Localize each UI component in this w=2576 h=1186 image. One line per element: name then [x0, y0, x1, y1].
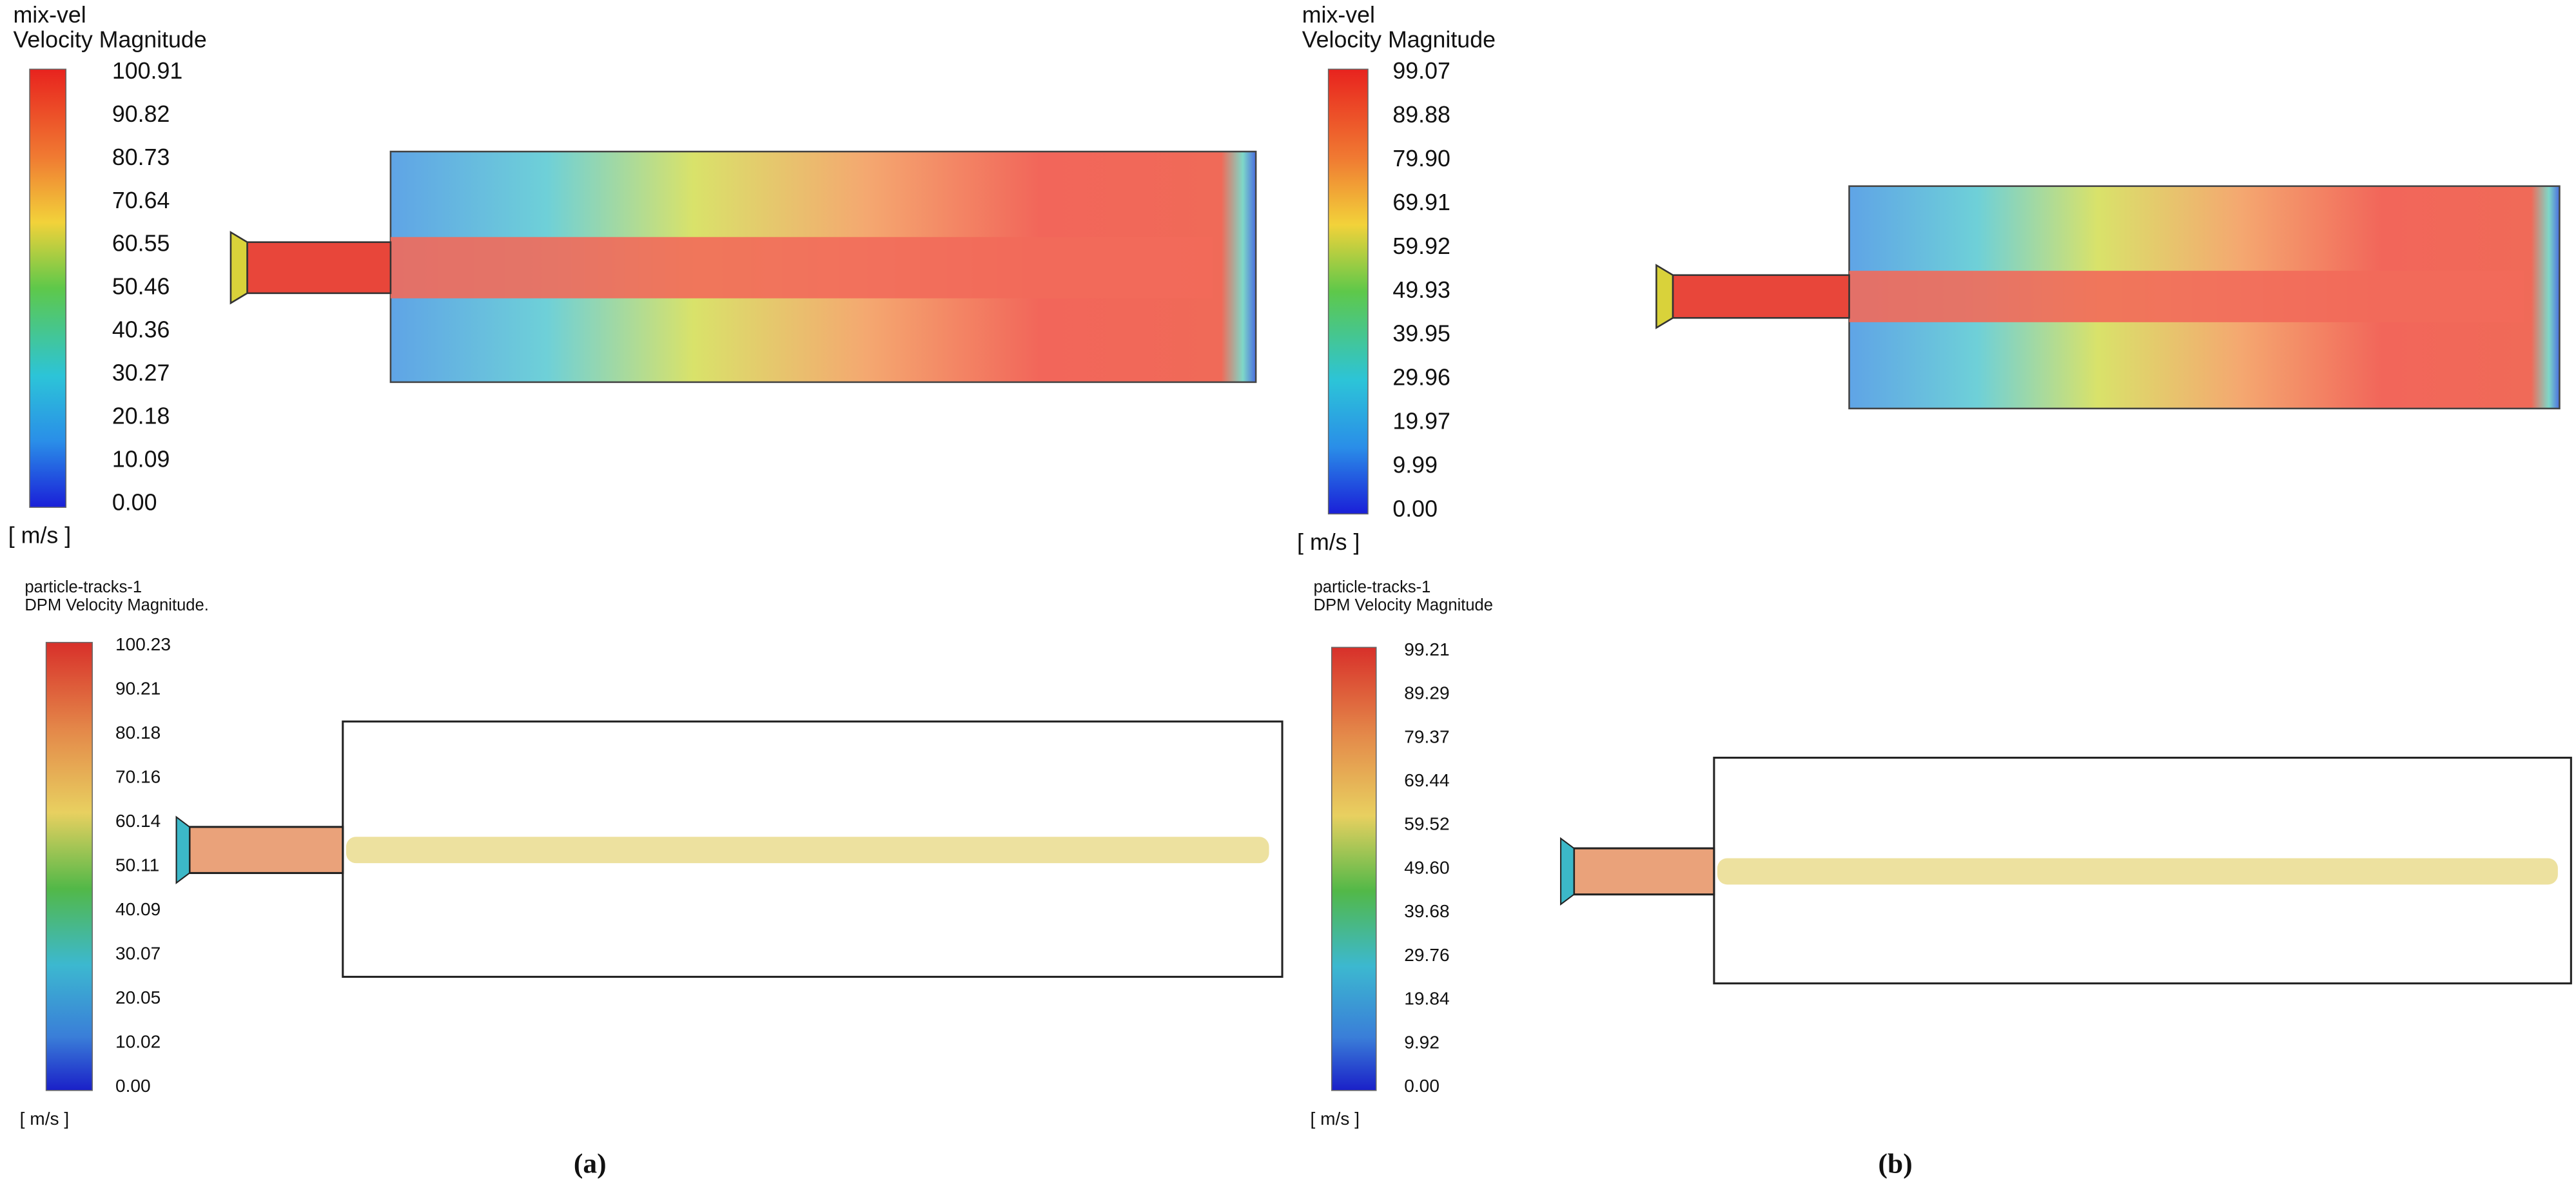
inlet-pipe	[1573, 847, 1715, 896]
scale-label: 69.91	[1392, 190, 1450, 215]
scale-label: 90.82	[112, 101, 170, 127]
legend-subtitle: DPM Velocity Magnitude	[1314, 596, 1493, 614]
scale-label: 10.02	[115, 1032, 161, 1052]
inlet-pipe	[246, 241, 392, 295]
scale-label: 9.99	[1392, 452, 1438, 478]
legend-subtitle: Velocity Magnitude	[1302, 26, 1496, 52]
particle-track	[346, 837, 1269, 864]
inlet-pipe	[1672, 274, 1850, 319]
legend-title: particle-tracks-1	[24, 578, 142, 596]
jet-core	[1849, 271, 2524, 322]
scale-label: 59.52	[1404, 814, 1449, 834]
particle-track	[1717, 858, 2558, 885]
jet-core	[390, 237, 1213, 298]
bell-mouth	[175, 815, 191, 884]
color-bar	[45, 641, 93, 1091]
scale-label: 69.44	[1404, 770, 1449, 790]
inlet-pipe	[188, 826, 344, 874]
scale-label: 9.92	[1404, 1032, 1439, 1052]
unit-label: [ m/s ]	[8, 523, 71, 549]
scale-label: 90.21	[115, 679, 161, 699]
color-bar	[1331, 646, 1377, 1091]
unit-label: [ m/s ]	[1297, 529, 1360, 555]
bell-mouth	[229, 231, 248, 305]
scale-label: 0.00	[115, 1076, 151, 1096]
scale-label: 100.91	[112, 58, 182, 84]
scale-label: 79.90	[1392, 146, 1450, 171]
scale-label: 60.14	[115, 811, 161, 831]
scale-label: 0.00	[112, 489, 157, 515]
scale-label: 40.36	[112, 317, 170, 343]
scale-label: 70.64	[112, 188, 170, 213]
scale-label: 30.07	[115, 944, 161, 964]
scale-label: 80.18	[115, 723, 161, 743]
scale-label: 19.84	[1404, 989, 1449, 1009]
scale-label: 89.88	[1392, 102, 1450, 128]
scale-label: 29.96	[1392, 365, 1450, 391]
scale-label: 99.07	[1392, 58, 1450, 84]
scale-label: 20.18	[112, 403, 170, 429]
scale-label: 29.76	[1404, 945, 1449, 965]
bell-mouth	[1560, 837, 1575, 906]
scale-label: 40.09	[115, 899, 161, 919]
scale-label: 10.09	[112, 447, 170, 472]
legend-title: mix-vel	[13, 2, 86, 28]
legend-title: particle-tracks-1	[1314, 578, 1431, 596]
legend-subtitle: DPM Velocity Magnitude.	[24, 596, 208, 614]
scale-label: 39.95	[1392, 321, 1450, 347]
scale-label: 30.27	[112, 360, 170, 386]
scale-label: 99.21	[1404, 639, 1449, 659]
scale-label: 60.55	[112, 231, 170, 257]
legend-subtitle: Velocity Magnitude	[13, 26, 206, 52]
scale-label: 80.73	[112, 144, 170, 170]
scale-label: 49.93	[1392, 277, 1450, 303]
scale-label: 39.68	[1404, 901, 1449, 921]
legend-title: mix-vel	[1302, 2, 1375, 28]
caption: (b)	[1878, 1148, 1913, 1179]
scale-label: 70.16	[115, 767, 161, 787]
unit-label: [ m/s ]	[1311, 1109, 1360, 1129]
color-bar	[29, 68, 67, 508]
scale-label: 79.37	[1404, 726, 1449, 746]
scale-label: 49.60	[1404, 857, 1449, 877]
scale-label: 50.11	[115, 855, 159, 875]
scale-label: 0.00	[1392, 496, 1438, 522]
scale-label: 59.92	[1392, 233, 1450, 259]
caption: (a)	[574, 1148, 607, 1179]
unit-label: [ m/s ]	[20, 1109, 70, 1129]
scale-label: 20.05	[115, 987, 161, 1007]
scale-label: 89.29	[1404, 683, 1449, 703]
scale-label: 19.97	[1392, 409, 1450, 434]
scale-label: 100.23	[115, 634, 171, 654]
scale-label: 0.00	[1404, 1076, 1439, 1096]
scale-label: 50.46	[112, 274, 170, 300]
bell-mouth	[1655, 264, 1674, 329]
color-bar	[1327, 68, 1369, 515]
